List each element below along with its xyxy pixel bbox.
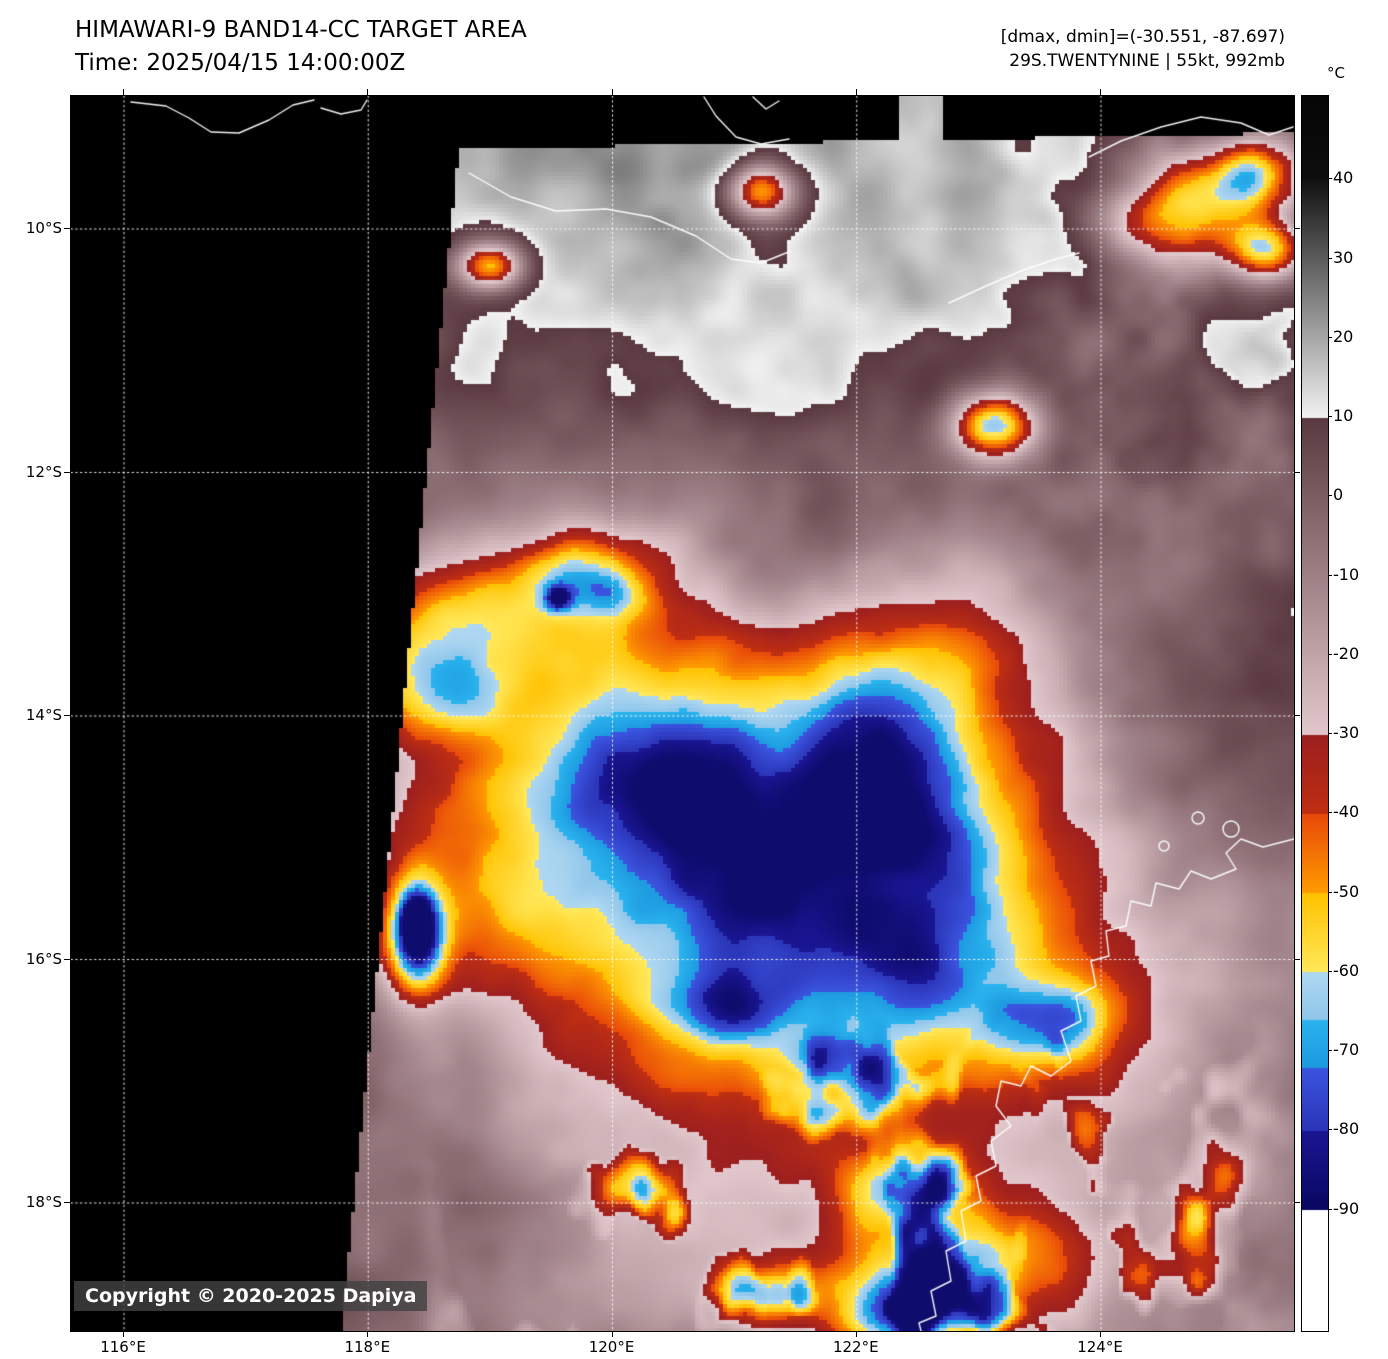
colorbar-tick-label: 40 [1333,168,1354,188]
axis-tick-mark [1294,228,1300,229]
axis-tick-mark [123,1331,124,1337]
colorbar-tick-label: -10 [1333,564,1360,584]
map-frame: Copyright © 2020-2025 Dapiya [70,95,1295,1332]
colorbar-tick-mark [1328,970,1332,972]
lat-label: 12°S [25,462,62,481]
colorbar-unit-label: °C [1327,64,1345,82]
colorbar-tick-mark [1328,891,1332,893]
colorbar-tick-label: 30 [1333,247,1354,267]
axis-tick-mark [611,89,613,95]
colorbar-canvas [1302,96,1328,1331]
colorbar-tick-label: -40 [1333,802,1360,822]
colorbar-tick-label: 10 [1333,406,1354,426]
colorbar-tick-label: -90 [1333,1198,1360,1218]
colorbar-tick-mark [1328,1050,1332,1052]
lon-label: 116°E [100,1338,146,1356]
lat-label: 16°S [25,949,62,968]
axis-tick-mark [1100,89,1101,95]
axis-tick-mark [611,1331,613,1337]
axis-tick-mark [1100,1331,1101,1337]
copyright-badge: Copyright © 2020-2025 Dapiya [74,1281,428,1311]
colorbar-tick-mark [1328,733,1332,735]
lat-label: 14°S [25,706,62,724]
axis-tick-mark [64,228,70,229]
axis-tick-mark [1294,1202,1300,1203]
colorbar-frame [1301,95,1329,1332]
timestamp: Time: 2025/04/15 14:00:00Z [75,50,406,77]
axis-tick-mark [1294,715,1300,716]
colorbar-tick-label: -60 [1333,960,1360,980]
axis-tick-mark [64,958,70,960]
header-title-block: HIMAWARI-9 BAND14-CC TARGET AREA Time: 2… [75,14,527,81]
colorbar-tick-mark [1328,257,1332,259]
axis-tick-mark [367,89,369,95]
colorbar-tick-mark [1328,1208,1332,1210]
satellite-map-canvas [71,96,1294,1331]
lat-label: 10°S [25,219,62,237]
colorbar-tick-label: 0 [1333,485,1344,505]
axis-tick-mark [855,1331,857,1337]
colorbar-tick-label: -20 [1333,643,1360,663]
dmax-dmin-readout: [dmax, dmin]=(-30.551, -87.697) [1000,27,1285,47]
colorbar-tick-mark [1328,812,1332,814]
storm-info: 29S.TWENTYNINE | 55kt, 992mb [1009,50,1285,71]
axis-tick-mark [367,1331,369,1337]
colorbar-tick-mark [1328,495,1332,497]
header-right-block: [dmax, dmin]=(-30.551, -87.697) 29S.TWEN… [1001,26,1285,74]
lon-label: 124°E [1077,1338,1123,1356]
colorbar-tick-label: -50 [1333,881,1360,901]
lon-label: 122°E [832,1338,879,1356]
colorbar-tick-mark [1328,574,1332,576]
colorbar-tick-label: -70 [1333,1040,1360,1060]
colorbar-tick-mark [1328,653,1332,655]
colorbar-tick-mark [1328,178,1332,180]
axis-tick-mark [1294,471,1300,473]
page-title: HIMAWARI-9 BAND14-CC TARGET AREA [75,17,527,43]
axis-tick-mark [123,89,124,95]
colorbar-tick-label: -30 [1333,723,1360,743]
lon-label: 118°E [344,1338,391,1356]
colorbar-tick-mark [1328,336,1332,338]
axis-tick-mark [855,89,857,95]
lon-label: 120°E [588,1338,635,1356]
axis-tick-mark [64,471,70,473]
axis-tick-mark [1294,958,1300,960]
colorbar-tick-label: 20 [1333,326,1354,346]
axis-tick-mark [64,715,70,716]
colorbar-tick-label: -80 [1333,1119,1360,1139]
axis-tick-mark [64,1202,70,1203]
colorbar-tick-mark [1328,416,1332,418]
colorbar-tick-mark [1328,1129,1332,1131]
lat-label: 18°S [25,1193,62,1211]
